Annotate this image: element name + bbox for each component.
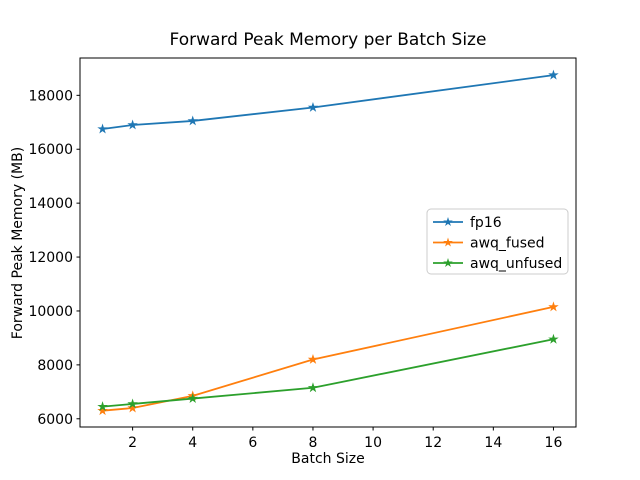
data-point-awq_fused-x16 <box>548 301 559 312</box>
data-point-awq_fused-x8 <box>307 353 319 364</box>
y-tick-label: 6000 <box>37 412 73 428</box>
y-tick-label: 12000 <box>28 250 73 266</box>
x-tick-label: 14 <box>484 435 502 451</box>
data-point-fp16-x4 <box>187 115 198 126</box>
plot-border <box>79 57 577 428</box>
y-tick-label: 18000 <box>28 88 73 104</box>
series-line-awq_unfused <box>101 338 555 408</box>
x-tick-label: 4 <box>188 435 197 451</box>
data-point-fp16-x1 <box>97 123 108 134</box>
legend-label-awq_unfused: awq_unfused <box>470 256 562 272</box>
y-tick-label: 8000 <box>37 358 73 374</box>
data-point-awq_unfused-x4 <box>187 393 198 404</box>
x-tick-label: 10 <box>364 435 382 451</box>
y-tick-label: 16000 <box>28 142 73 158</box>
data-point-awq_unfused-x16 <box>548 333 559 344</box>
data-point-fp16-x2 <box>127 119 138 130</box>
data-point-awq_unfused-x2 <box>127 398 138 409</box>
legend-box <box>426 208 569 275</box>
data-point-awq_unfused-x8 <box>307 382 319 393</box>
x-axis-label: Batch Size <box>291 451 365 467</box>
data-point-fp16-x16 <box>548 69 559 80</box>
legend-marker-fp16 <box>443 217 453 227</box>
legend-label-awq_fused: awq_fused <box>470 236 545 252</box>
legend-marker-awq_fused <box>443 237 453 247</box>
series-line-awq_fused <box>101 306 555 412</box>
x-tick-label: 6 <box>248 435 257 451</box>
legend-marker-awq_unfused <box>443 258 453 268</box>
y-tick-label: 10000 <box>28 304 73 320</box>
y-tick-label: 14000 <box>28 196 73 212</box>
chart-title: Forward Peak Memory per Batch Size <box>169 30 487 50</box>
x-tick-label: 12 <box>424 435 442 451</box>
x-tick-label: 2 <box>128 435 137 451</box>
x-tick-label: 8 <box>309 435 318 451</box>
data-point-fp16-x8 <box>307 101 319 112</box>
data-point-awq_fused-x1 <box>97 405 108 416</box>
data-point-awq_fused-x2 <box>127 402 138 413</box>
series-line-fp16 <box>101 74 555 130</box>
x-tick-label: 16 <box>545 435 563 451</box>
legend-label-fp16: fp16 <box>470 215 502 231</box>
data-point-awq_unfused-x1 <box>97 401 108 412</box>
